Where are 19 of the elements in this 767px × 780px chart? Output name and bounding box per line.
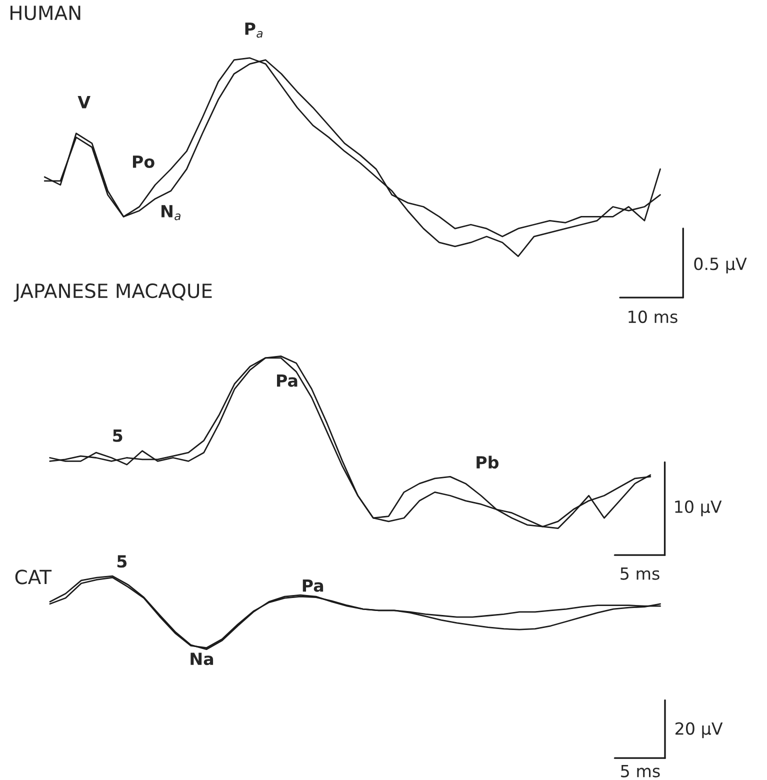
text: Na xyxy=(190,652,214,666)
annotation: V xyxy=(78,96,90,108)
text: 20 µV xyxy=(676,722,723,738)
chart-title: JAPANESE MACAQUE xyxy=(14,283,212,302)
annotation: N$_{a}$ xyxy=(162,205,180,220)
text: 10 µV xyxy=(675,500,722,516)
annotation: 5 xyxy=(113,430,122,442)
text: P$_{a}$ xyxy=(245,22,263,38)
chart-title: HUMAN xyxy=(10,6,80,20)
annotation: Po xyxy=(132,156,154,168)
annotation: Pa xyxy=(277,374,298,387)
annotation: Pb xyxy=(476,456,499,469)
text: 5 xyxy=(117,555,127,568)
annotation: 5 ms xyxy=(620,567,660,580)
chart-title: CAT xyxy=(15,570,52,584)
annotation: Pa xyxy=(302,579,324,592)
text: 10 ms xyxy=(628,310,678,324)
text: 0.5 µV xyxy=(694,258,747,274)
text: 5 ms xyxy=(621,764,660,778)
